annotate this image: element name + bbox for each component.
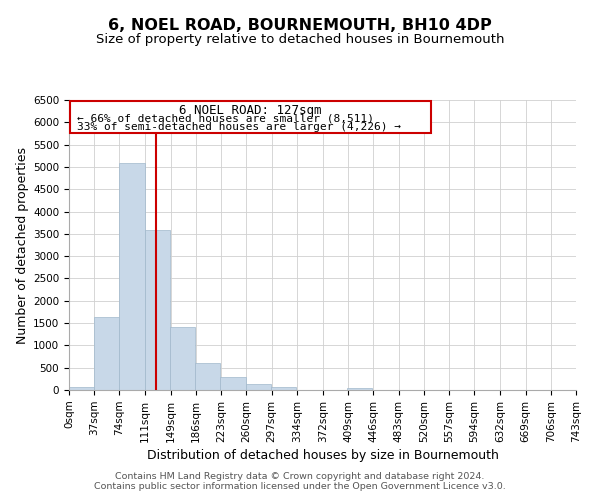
Bar xyxy=(220,376,246,390)
Bar xyxy=(195,363,220,390)
Bar xyxy=(119,164,145,390)
Bar xyxy=(347,388,372,390)
Text: 6, NOEL ROAD, BOURNEMOUTH, BH10 4DP: 6, NOEL ROAD, BOURNEMOUTH, BH10 4DP xyxy=(108,18,492,32)
Bar xyxy=(94,318,119,390)
Bar xyxy=(145,230,170,390)
Text: Size of property relative to detached houses in Bournemouth: Size of property relative to detached ho… xyxy=(96,34,504,46)
Text: 6 NOEL ROAD: 127sqm: 6 NOEL ROAD: 127sqm xyxy=(179,104,322,117)
Text: ← 66% of detached houses are smaller (8,511): ← 66% of detached houses are smaller (8,… xyxy=(77,114,374,124)
Bar xyxy=(246,384,271,390)
FancyBboxPatch shape xyxy=(70,102,431,133)
Text: Contains public sector information licensed under the Open Government Licence v3: Contains public sector information licen… xyxy=(94,482,506,491)
Text: Contains HM Land Registry data © Crown copyright and database right 2024.: Contains HM Land Registry data © Crown c… xyxy=(115,472,485,481)
Y-axis label: Number of detached properties: Number of detached properties xyxy=(16,146,29,344)
Bar xyxy=(69,388,94,390)
Bar xyxy=(170,326,195,390)
Bar xyxy=(271,388,296,390)
X-axis label: Distribution of detached houses by size in Bournemouth: Distribution of detached houses by size … xyxy=(146,449,499,462)
Text: 33% of semi-detached houses are larger (4,226) →: 33% of semi-detached houses are larger (… xyxy=(77,122,401,132)
